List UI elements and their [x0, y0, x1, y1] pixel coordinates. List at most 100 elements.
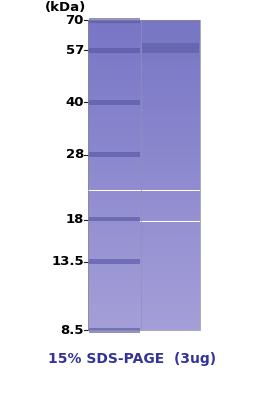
Bar [88, 123, 200, 124]
Bar [88, 231, 200, 232]
Bar [88, 280, 200, 282]
Bar [88, 184, 200, 185]
Bar [88, 158, 200, 160]
Bar [88, 213, 200, 214]
Bar [88, 31, 200, 32]
Bar [88, 173, 200, 174]
Bar [88, 21, 200, 22]
Bar [88, 222, 200, 224]
Bar [88, 271, 200, 272]
Bar [88, 326, 200, 327]
Bar [88, 199, 200, 200]
Bar [88, 103, 200, 104]
Bar [88, 169, 200, 170]
Bar [88, 286, 200, 288]
Bar [88, 307, 200, 308]
Bar [88, 294, 200, 295]
Bar [88, 242, 200, 243]
Bar [89, 100, 140, 105]
Bar [88, 305, 200, 306]
Bar [88, 61, 200, 62]
Bar [88, 81, 200, 82]
Bar [88, 165, 200, 166]
Bar [88, 75, 200, 76]
Bar [88, 284, 200, 286]
Bar [88, 156, 200, 158]
Bar [88, 266, 200, 267]
Bar [88, 282, 200, 284]
Bar [88, 83, 200, 84]
Bar [88, 276, 200, 277]
Bar [88, 257, 200, 258]
Bar [88, 44, 200, 45]
Bar [88, 166, 200, 167]
Bar [88, 25, 200, 26]
Bar [88, 53, 200, 54]
Bar [88, 176, 200, 177]
Bar [88, 47, 200, 48]
Bar [88, 299, 200, 300]
Bar [88, 324, 200, 325]
Bar [88, 274, 200, 275]
Bar [88, 147, 200, 148]
Bar [88, 82, 200, 83]
Bar [88, 46, 200, 47]
Bar [88, 119, 200, 120]
Bar [88, 247, 200, 248]
Bar [88, 296, 200, 297]
Bar [88, 172, 200, 173]
Bar [88, 118, 200, 119]
Bar [88, 78, 200, 79]
Bar [88, 111, 200, 112]
Bar [88, 98, 200, 100]
Bar [88, 308, 200, 309]
Bar [88, 56, 200, 57]
Bar [89, 217, 140, 222]
Bar [88, 226, 200, 227]
Bar [88, 312, 200, 314]
Bar [88, 229, 200, 230]
Text: 40: 40 [65, 96, 84, 109]
Bar [88, 272, 200, 273]
Bar [88, 148, 200, 149]
Bar [88, 76, 200, 77]
Bar [88, 134, 200, 135]
Bar [88, 50, 200, 51]
Bar [88, 70, 200, 71]
Bar [88, 128, 200, 130]
Bar [88, 236, 200, 237]
Bar [88, 85, 200, 86]
Bar [88, 297, 200, 298]
Bar [88, 126, 200, 128]
Bar [88, 320, 200, 321]
Bar [88, 20, 200, 21]
Bar [88, 115, 200, 116]
Bar [88, 267, 200, 268]
Bar [88, 139, 200, 140]
Bar [88, 190, 200, 192]
Text: 15% SDS-PAGE  (3ug): 15% SDS-PAGE (3ug) [48, 352, 217, 366]
Bar [88, 321, 200, 322]
Bar [88, 135, 200, 136]
Bar [88, 94, 200, 96]
Bar [88, 240, 200, 241]
Text: 13.5: 13.5 [51, 256, 84, 268]
Bar [88, 259, 200, 260]
Bar [89, 48, 140, 53]
Bar [88, 261, 200, 262]
Bar [88, 260, 200, 261]
Bar [88, 188, 200, 190]
Bar [88, 108, 200, 109]
Bar [89, 152, 140, 157]
Bar [142, 32, 199, 60]
Bar [88, 145, 200, 146]
Bar [88, 73, 200, 74]
Bar [88, 235, 200, 236]
Bar [88, 91, 200, 92]
Bar [88, 319, 200, 320]
Bar [88, 24, 200, 25]
Bar [88, 52, 200, 53]
Bar [88, 23, 200, 24]
Bar [88, 303, 200, 304]
Bar [88, 234, 200, 235]
